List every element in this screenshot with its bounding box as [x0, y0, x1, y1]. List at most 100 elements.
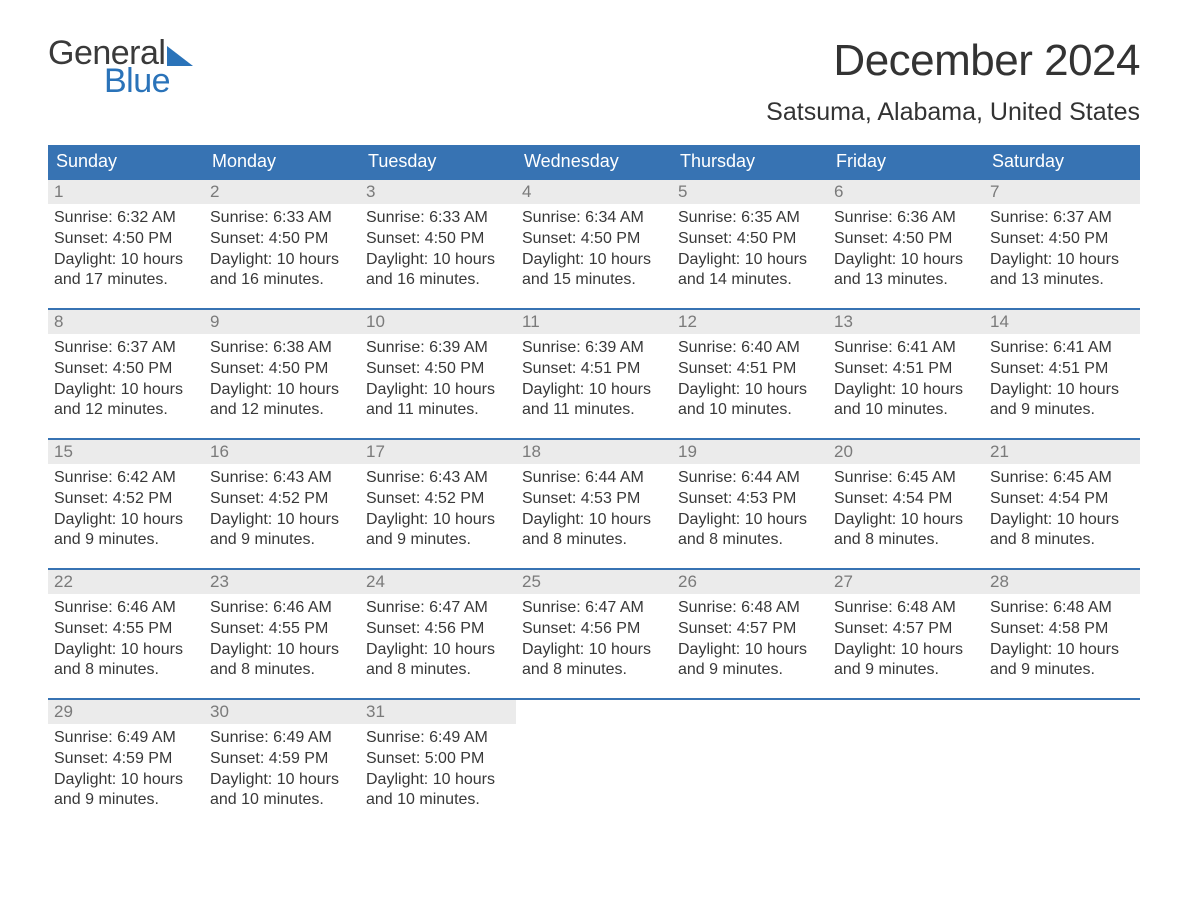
- calendar-cell: 30Sunrise: 6:49 AMSunset: 4:59 PMDayligh…: [204, 698, 360, 828]
- weekday-header-row: SundayMondayTuesdayWednesdayThursdayFrid…: [48, 145, 1140, 178]
- sunrise-line: Sunrise: 6:41 AM: [990, 338, 1134, 359]
- day-number: 27: [828, 570, 984, 594]
- sunset-line: Sunset: 4:52 PM: [366, 489, 510, 510]
- sunrise-line: Sunrise: 6:47 AM: [366, 598, 510, 619]
- daylight-line: Daylight: 10 hours and 9 minutes.: [210, 510, 354, 552]
- daylight-line: Daylight: 10 hours and 11 minutes.: [522, 380, 666, 422]
- day-number: 10: [360, 310, 516, 334]
- daylight-line: Daylight: 10 hours and 8 minutes.: [522, 640, 666, 682]
- sunrise-line: Sunrise: 6:35 AM: [678, 208, 822, 229]
- calendar-cell: 1Sunrise: 6:32 AMSunset: 4:50 PMDaylight…: [48, 178, 204, 308]
- day-number: 22: [48, 570, 204, 594]
- weekday-header: Wednesday: [516, 145, 672, 178]
- day-content: Sunrise: 6:41 AMSunset: 4:51 PMDaylight:…: [984, 334, 1140, 429]
- calendar-row: 8Sunrise: 6:37 AMSunset: 4:50 PMDaylight…: [48, 308, 1140, 438]
- calendar-cell: 28Sunrise: 6:48 AMSunset: 4:58 PMDayligh…: [984, 568, 1140, 698]
- weekday-header: Saturday: [984, 145, 1140, 178]
- day-number: 7: [984, 180, 1140, 204]
- daylight-line: Daylight: 10 hours and 9 minutes.: [54, 770, 198, 812]
- day-content: Sunrise: 6:32 AMSunset: 4:50 PMDaylight:…: [48, 204, 204, 299]
- logo-line2: Blue: [104, 64, 193, 98]
- page-title: December 2024: [766, 36, 1140, 86]
- sunset-line: Sunset: 4:50 PM: [522, 229, 666, 250]
- page-header: General Blue December 2024 Satsuma, Alab…: [48, 36, 1140, 127]
- calendar-row: 29Sunrise: 6:49 AMSunset: 4:59 PMDayligh…: [48, 698, 1140, 828]
- day-number: 3: [360, 180, 516, 204]
- daylight-line: Daylight: 10 hours and 13 minutes.: [990, 250, 1134, 292]
- sunrise-line: Sunrise: 6:44 AM: [522, 468, 666, 489]
- day-content: Sunrise: 6:35 AMSunset: 4:50 PMDaylight:…: [672, 204, 828, 299]
- daylight-line: Daylight: 10 hours and 12 minutes.: [54, 380, 198, 422]
- day-number: 8: [48, 310, 204, 334]
- day-number: 9: [204, 310, 360, 334]
- calendar-cell: 31Sunrise: 6:49 AMSunset: 5:00 PMDayligh…: [360, 698, 516, 828]
- day-number: 12: [672, 310, 828, 334]
- day-number: 25: [516, 570, 672, 594]
- calendar-cell: 2Sunrise: 6:33 AMSunset: 4:50 PMDaylight…: [204, 178, 360, 308]
- day-number: 17: [360, 440, 516, 464]
- weekday-header: Monday: [204, 145, 360, 178]
- sunset-line: Sunset: 4:55 PM: [54, 619, 198, 640]
- day-content: Sunrise: 6:49 AMSunset: 4:59 PMDaylight:…: [204, 724, 360, 819]
- daylight-line: Daylight: 10 hours and 8 minutes.: [210, 640, 354, 682]
- daylight-line: Daylight: 10 hours and 9 minutes.: [990, 640, 1134, 682]
- sunrise-line: Sunrise: 6:49 AM: [366, 728, 510, 749]
- day-number: 23: [204, 570, 360, 594]
- day-number: 6: [828, 180, 984, 204]
- daylight-line: Daylight: 10 hours and 8 minutes.: [678, 510, 822, 552]
- daylight-line: Daylight: 10 hours and 16 minutes.: [366, 250, 510, 292]
- day-content: Sunrise: 6:37 AMSunset: 4:50 PMDaylight:…: [48, 334, 204, 429]
- daylight-line: Daylight: 10 hours and 9 minutes.: [678, 640, 822, 682]
- weekday-header: Sunday: [48, 145, 204, 178]
- sunrise-line: Sunrise: 6:44 AM: [678, 468, 822, 489]
- daylight-line: Daylight: 10 hours and 9 minutes.: [834, 640, 978, 682]
- day-number: 14: [984, 310, 1140, 334]
- calendar-cell: 17Sunrise: 6:43 AMSunset: 4:52 PMDayligh…: [360, 438, 516, 568]
- calendar-cell: 4Sunrise: 6:34 AMSunset: 4:50 PMDaylight…: [516, 178, 672, 308]
- sunrise-line: Sunrise: 6:43 AM: [210, 468, 354, 489]
- sunset-line: Sunset: 5:00 PM: [366, 749, 510, 770]
- daylight-line: Daylight: 10 hours and 11 minutes.: [366, 380, 510, 422]
- daylight-line: Daylight: 10 hours and 8 minutes.: [834, 510, 978, 552]
- calendar-cell: [984, 698, 1140, 828]
- calendar-cell: 8Sunrise: 6:37 AMSunset: 4:50 PMDaylight…: [48, 308, 204, 438]
- sunset-line: Sunset: 4:54 PM: [834, 489, 978, 510]
- calendar-cell: 9Sunrise: 6:38 AMSunset: 4:50 PMDaylight…: [204, 308, 360, 438]
- day-content: Sunrise: 6:44 AMSunset: 4:53 PMDaylight:…: [672, 464, 828, 559]
- day-content: Sunrise: 6:46 AMSunset: 4:55 PMDaylight:…: [204, 594, 360, 689]
- calendar-cell: 21Sunrise: 6:45 AMSunset: 4:54 PMDayligh…: [984, 438, 1140, 568]
- sunset-line: Sunset: 4:53 PM: [678, 489, 822, 510]
- sunrise-line: Sunrise: 6:32 AM: [54, 208, 198, 229]
- day-content: Sunrise: 6:33 AMSunset: 4:50 PMDaylight:…: [360, 204, 516, 299]
- daylight-line: Daylight: 10 hours and 13 minutes.: [834, 250, 978, 292]
- day-content: Sunrise: 6:47 AMSunset: 4:56 PMDaylight:…: [360, 594, 516, 689]
- calendar-cell: 15Sunrise: 6:42 AMSunset: 4:52 PMDayligh…: [48, 438, 204, 568]
- sunrise-line: Sunrise: 6:45 AM: [834, 468, 978, 489]
- daylight-line: Daylight: 10 hours and 10 minutes.: [678, 380, 822, 422]
- calendar-cell: [828, 698, 984, 828]
- day-content: Sunrise: 6:48 AMSunset: 4:57 PMDaylight:…: [828, 594, 984, 689]
- sunset-line: Sunset: 4:56 PM: [366, 619, 510, 640]
- day-number: 30: [204, 700, 360, 724]
- day-number: 16: [204, 440, 360, 464]
- sunrise-line: Sunrise: 6:38 AM: [210, 338, 354, 359]
- logo: General Blue: [48, 36, 193, 98]
- weekday-header: Tuesday: [360, 145, 516, 178]
- daylight-line: Daylight: 10 hours and 10 minutes.: [366, 770, 510, 812]
- day-content: Sunrise: 6:39 AMSunset: 4:51 PMDaylight:…: [516, 334, 672, 429]
- sunset-line: Sunset: 4:50 PM: [210, 359, 354, 380]
- day-content: Sunrise: 6:43 AMSunset: 4:52 PMDaylight:…: [360, 464, 516, 559]
- day-content: Sunrise: 6:46 AMSunset: 4:55 PMDaylight:…: [48, 594, 204, 689]
- day-number: 28: [984, 570, 1140, 594]
- calendar-cell: 27Sunrise: 6:48 AMSunset: 4:57 PMDayligh…: [828, 568, 984, 698]
- sunset-line: Sunset: 4:51 PM: [990, 359, 1134, 380]
- sunrise-line: Sunrise: 6:46 AM: [210, 598, 354, 619]
- calendar-cell: 12Sunrise: 6:40 AMSunset: 4:51 PMDayligh…: [672, 308, 828, 438]
- daylight-line: Daylight: 10 hours and 15 minutes.: [522, 250, 666, 292]
- day-number: 29: [48, 700, 204, 724]
- day-content: Sunrise: 6:34 AMSunset: 4:50 PMDaylight:…: [516, 204, 672, 299]
- day-number: 4: [516, 180, 672, 204]
- sunset-line: Sunset: 4:57 PM: [678, 619, 822, 640]
- day-number: 1: [48, 180, 204, 204]
- day-content: Sunrise: 6:33 AMSunset: 4:50 PMDaylight:…: [204, 204, 360, 299]
